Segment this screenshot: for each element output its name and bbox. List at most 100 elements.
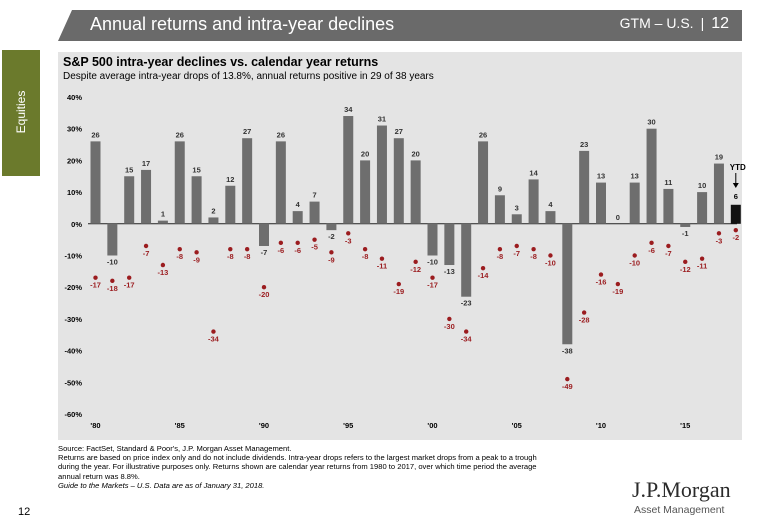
decline-data-label: -14 — [478, 271, 490, 280]
return-bar — [343, 116, 354, 224]
return-bar — [730, 204, 741, 224]
page-title: Annual returns and intra-year declines — [90, 14, 395, 34]
decline-dot — [194, 250, 199, 255]
header-separator: | — [700, 15, 705, 31]
decline-dot — [379, 256, 385, 261]
return-bar — [208, 217, 219, 224]
return-data-label: -10 — [107, 258, 118, 267]
return-bar — [275, 141, 286, 224]
decline-data-label: -28 — [579, 316, 590, 325]
decline-dot — [447, 316, 452, 322]
return-bar — [680, 223, 691, 227]
chart-title: S&P 500 intra-year declines vs. calendar… — [63, 55, 379, 69]
decline-data-label: -17 — [90, 281, 101, 290]
x-tick-label: '05 — [512, 421, 522, 430]
x-tick-label: '80 — [90, 421, 100, 430]
return-data-label: 15 — [192, 165, 200, 174]
ytd-label: YTD — [730, 163, 746, 172]
return-bar — [292, 211, 303, 224]
decline-dot — [312, 237, 317, 242]
decline-data-label: -2 — [732, 233, 739, 242]
decline-data-label: -6 — [294, 246, 301, 255]
decline-data-label: -10 — [629, 259, 640, 268]
decline-data-label: -8 — [497, 252, 504, 261]
decline-dot — [160, 262, 166, 268]
return-data-label: -13 — [444, 267, 455, 276]
decline-data-label: -6 — [648, 246, 655, 255]
jpmorgan-logo: J.P.Morgan — [632, 477, 731, 502]
return-bar — [427, 223, 438, 256]
return-bar — [646, 128, 657, 224]
decline-data-label: -5 — [311, 243, 318, 252]
return-data-label: 27 — [243, 127, 251, 136]
return-data-label: 26 — [277, 130, 285, 139]
decline-dot — [127, 275, 132, 280]
decline-dot — [733, 227, 738, 233]
decline-data-label: -13 — [157, 268, 168, 277]
return-data-label: 26 — [479, 130, 487, 139]
return-data-label: 7 — [312, 191, 316, 200]
return-data-label: 20 — [361, 149, 369, 158]
header-meta: GTM – U.S. | 12 — [620, 15, 729, 33]
decline-dot — [548, 253, 553, 258]
return-bar — [511, 214, 522, 224]
decline-dot — [581, 310, 587, 315]
decline-dot — [632, 253, 637, 258]
header-bar — [58, 10, 742, 41]
decline-data-label: -7 — [143, 249, 150, 258]
return-data-label: 4 — [296, 200, 301, 209]
decline-data-label: -34 — [461, 335, 473, 344]
decline-data-label: -3 — [716, 236, 723, 245]
return-bar — [242, 138, 253, 224]
return-data-label: 10 — [698, 181, 706, 190]
return-bar — [191, 176, 202, 224]
return-data-label: 13 — [631, 172, 639, 181]
return-data-label: 31 — [378, 115, 386, 124]
return-data-label: -7 — [261, 248, 268, 257]
return-data-label: -23 — [461, 299, 472, 308]
decline-dot — [531, 246, 536, 252]
x-tick-label: '95 — [343, 421, 353, 430]
return-bar — [697, 192, 708, 224]
return-bar — [360, 160, 371, 224]
decline-dot — [93, 275, 98, 280]
return-bar — [107, 223, 118, 256]
decline-data-label: -18 — [107, 284, 118, 293]
decline-data-label: -11 — [697, 262, 707, 271]
return-bar — [528, 179, 539, 224]
chart-subtitle: Despite average intra-year drops of 13.8… — [63, 71, 434, 82]
decline-dot — [177, 246, 182, 252]
x-tick-label: '10 — [596, 421, 606, 430]
y-tick-label: 30% — [67, 125, 82, 134]
decline-dot — [497, 246, 503, 252]
decline-data-label: -8 — [530, 252, 537, 261]
y-tick-label: 40% — [67, 93, 82, 102]
decline-dot — [514, 243, 519, 249]
return-data-label: 30 — [647, 118, 655, 127]
logo-subtitle: Asset Management — [634, 504, 725, 516]
return-bar — [90, 141, 101, 224]
decline-dot — [278, 240, 284, 246]
decline-data-label: -12 — [410, 265, 421, 274]
y-tick-label: -20% — [64, 283, 82, 292]
return-bar — [579, 150, 590, 224]
return-data-label: 11 — [664, 178, 672, 187]
decline-dot — [565, 376, 570, 382]
return-data-label: 23 — [580, 140, 588, 149]
decline-data-label: -9 — [328, 255, 335, 264]
decline-dot — [615, 281, 621, 287]
return-data-label: -10 — [427, 258, 438, 267]
return-data-label: 4 — [548, 200, 553, 209]
decline-dot — [480, 265, 486, 271]
decline-data-label: -19 — [393, 287, 404, 296]
return-data-label: 17 — [142, 159, 150, 168]
return-data-label: 9 — [498, 184, 502, 193]
section-tab — [2, 50, 40, 176]
decline-data-label: -6 — [278, 246, 285, 255]
decline-data-label: -17 — [124, 281, 135, 290]
y-tick-label: 10% — [67, 188, 82, 197]
decline-data-label: -10 — [545, 259, 556, 268]
x-tick-label: '85 — [175, 421, 185, 430]
decline-dot — [699, 256, 705, 261]
